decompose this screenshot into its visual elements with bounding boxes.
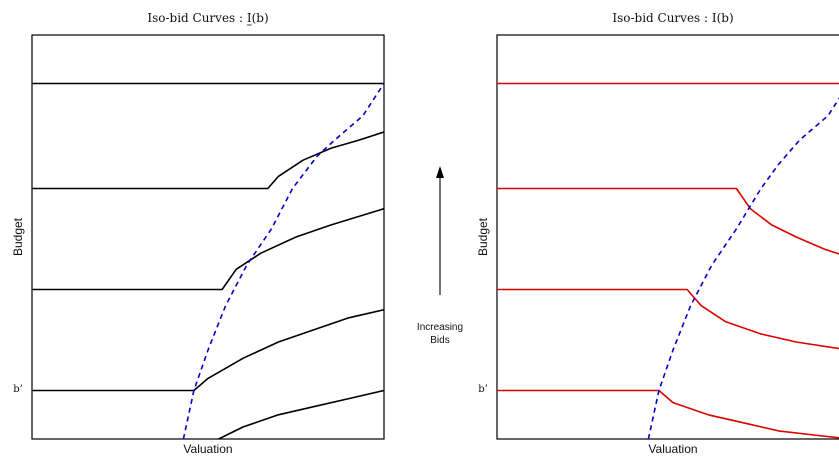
left-iso-bid-curve-2 xyxy=(32,308,385,392)
right-iso-bid-curve-3 xyxy=(497,187,839,255)
left-panel: Iso-bid Curves : I(b) Valuation Budget b… xyxy=(11,11,385,456)
right-xlabel: Valuation xyxy=(648,442,697,456)
right-title: Iso-bid Curves : I(b) xyxy=(612,11,733,25)
left-ylabel: Budget xyxy=(11,217,25,256)
increasing-bids-annotation: Increasing Bids xyxy=(417,166,463,346)
right-iso-bid-curve-2 xyxy=(497,288,839,350)
annotation-line-1: Increasing xyxy=(417,322,463,333)
left-iso-bid-curve-3 xyxy=(32,207,385,291)
right-y-tick-label: b’ xyxy=(478,384,488,395)
left-title: Iso-bid Curves : I(b) xyxy=(147,11,268,25)
right-iso-bid-curve-1 xyxy=(497,389,839,439)
arrow-head-icon xyxy=(436,166,444,178)
left-plot-frame xyxy=(31,34,385,440)
right-iso-bid-curves xyxy=(497,82,839,439)
left-xlabel: Valuation xyxy=(183,442,232,456)
right-plot-frame xyxy=(496,34,839,440)
annotation-line-2: Bids xyxy=(430,335,449,346)
left-boundary-curve xyxy=(182,83,385,440)
left-boundary-dashed-line xyxy=(182,83,385,440)
right-boundary-dashed-line xyxy=(647,97,839,440)
right-boundary-curve xyxy=(647,97,839,440)
left-iso-bid-curves xyxy=(32,82,385,440)
right-ylabel: Budget xyxy=(476,217,490,256)
right-panel: Iso-bid Curves : I(b) Valuation Budget b… xyxy=(476,11,839,456)
left-iso-bid-curve-4 xyxy=(32,131,385,190)
left-y-tick-label: b’ xyxy=(13,384,23,395)
left-iso-bid-curve-1 xyxy=(218,389,385,440)
